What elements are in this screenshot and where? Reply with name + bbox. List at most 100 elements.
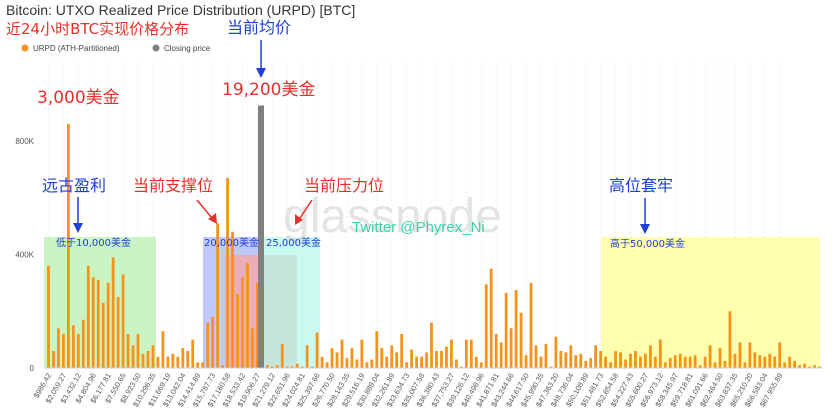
- urpd-bar: [81, 319, 85, 368]
- urpd-bar: [509, 328, 513, 368]
- urpd-bar: [778, 342, 782, 368]
- urpd-bar: [96, 280, 100, 368]
- urpd-bar: [186, 350, 190, 368]
- urpd-bar: [723, 360, 727, 368]
- urpd-bar: [405, 362, 409, 368]
- urpd-bar: [340, 339, 344, 368]
- closing-price-bar: [258, 105, 264, 368]
- urpd-bar: [126, 333, 130, 368]
- urpd-bar: [733, 353, 737, 368]
- urpd-bar: [529, 282, 533, 368]
- urpd-bar: [574, 355, 578, 368]
- urpd-bar: [176, 356, 180, 368]
- urpd-bar: [226, 177, 229, 368]
- urpd-bar: [713, 362, 717, 368]
- urpd-bar: [435, 350, 438, 368]
- urpd-bar: [305, 345, 309, 368]
- urpd-bar: [265, 365, 269, 368]
- urpd-bar: [350, 348, 354, 368]
- urpd-bar: [310, 366, 314, 368]
- urpd-bar: [748, 342, 752, 368]
- urpd-bar: [375, 331, 379, 368]
- urpd-bar: [141, 353, 145, 368]
- support-label: 当前支撑位: [133, 176, 213, 195]
- urpd-bar: [728, 311, 732, 368]
- urpd-bar: [320, 356, 324, 368]
- urpd-bar: [673, 355, 677, 368]
- urpd-bar: [464, 339, 468, 368]
- ancient-profit-label: 远古盈利: [42, 176, 106, 195]
- urpd-bar: [619, 352, 622, 368]
- urpd-bar: [370, 359, 374, 368]
- urpd-bar: [211, 316, 215, 368]
- urpd-bar: [648, 345, 652, 368]
- y-tick-label: 0: [30, 364, 35, 373]
- urpd-bar: [753, 352, 757, 368]
- urpd-bar: [668, 358, 672, 368]
- avg-price-arrowhead: [256, 68, 266, 78]
- urpd-bar: [683, 356, 687, 368]
- urpd-bar: [703, 356, 707, 368]
- urpd-bar: [66, 123, 70, 368]
- urpd-bar: [440, 350, 443, 368]
- urpd-bar: [698, 365, 702, 368]
- urpd-bar: [499, 342, 503, 368]
- urpd-bar: [246, 262, 249, 368]
- urpd-bar: [599, 350, 603, 368]
- urpd-bar: [161, 331, 165, 368]
- trapped-label: 高位套牢: [609, 176, 673, 195]
- urpd-bar: [410, 349, 414, 368]
- urpd-bar: [524, 355, 528, 368]
- urpd-bar: [146, 350, 150, 368]
- urpd-bar: [519, 312, 523, 368]
- urpd-bar: [569, 345, 573, 368]
- urpd-bar: [62, 333, 65, 368]
- urpd-bar: [71, 325, 75, 368]
- watermark-glassnode: glassnode: [283, 190, 502, 243]
- urpd-bar: [459, 366, 463, 368]
- x-axis-ticks: $986.42$2,059.27$3,432.12$4,804.96$6,177…: [32, 372, 785, 409]
- urpd-bar: [629, 353, 632, 368]
- urpd-bar: [783, 362, 787, 368]
- urpd-bar: [489, 268, 493, 368]
- urpd-bar: [256, 282, 259, 368]
- urpd-bar: [579, 353, 583, 368]
- closing-price-label: 19,200美金: [222, 80, 315, 100]
- legend-urpd-swatch: [21, 44, 29, 52]
- urpd-bar: [57, 328, 60, 368]
- urpd-bar: [345, 358, 349, 368]
- urpd-bar: [335, 352, 339, 368]
- urpd-bar: [251, 328, 254, 368]
- urpd-bar: [355, 359, 359, 368]
- urpd-bar: [131, 345, 135, 368]
- urpd-bar: [718, 348, 722, 368]
- urpd-bar: [678, 353, 682, 368]
- urpd-bar: [270, 366, 274, 368]
- urpd-bar: [216, 223, 220, 368]
- urpd-bar: [330, 348, 334, 368]
- urpd-bar: [166, 356, 170, 368]
- urpd-bar: [624, 359, 627, 368]
- urpd-bar: [474, 356, 478, 368]
- urpd-bar: [290, 366, 294, 368]
- urpd-bar: [380, 348, 384, 368]
- urpd-bar: [76, 333, 80, 368]
- urpd-bar: [554, 336, 558, 368]
- urpd-bar: [121, 274, 125, 368]
- urpd-bar: [111, 257, 115, 368]
- urpd-bar: [365, 362, 369, 368]
- urpd-bar: [758, 355, 762, 368]
- urpd-bar: [644, 353, 647, 368]
- urpd-bar: [693, 355, 697, 368]
- urpd-bar: [52, 350, 55, 368]
- urpd-bar: [385, 356, 389, 368]
- urpd-bar: [743, 362, 747, 368]
- urpd-bar: [544, 343, 548, 368]
- urpd-bar: [415, 356, 418, 368]
- urpd-bar: [91, 277, 95, 368]
- urpd-bar: [191, 339, 195, 368]
- urpd-bar: [494, 333, 498, 368]
- urpd-bar: [609, 362, 612, 368]
- zone-resistance: [261, 237, 320, 368]
